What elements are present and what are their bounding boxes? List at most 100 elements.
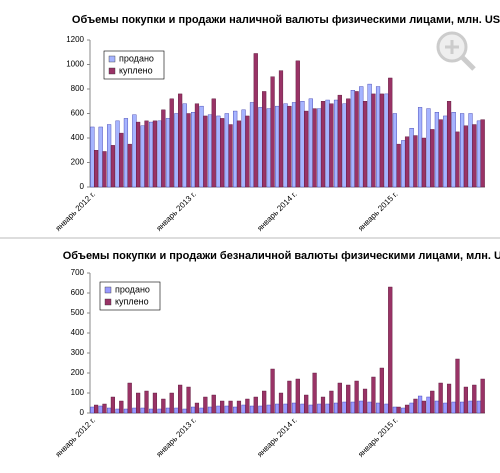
bar: [258, 107, 263, 188]
bar: [350, 90, 355, 188]
bar: [136, 392, 141, 414]
bar: [194, 103, 200, 188]
bar: [446, 383, 452, 414]
bar: [169, 98, 174, 188]
chart-title: Объемы покупки и продажи наличной валюты…: [72, 14, 500, 26]
bar: [216, 115, 221, 188]
y-tick-label: 600: [71, 109, 85, 118]
bar: [233, 406, 238, 414]
bar: [199, 105, 204, 188]
bar: [161, 398, 166, 414]
bar: [149, 408, 154, 414]
bar: [451, 112, 456, 188]
bar: [392, 113, 397, 188]
bar: [249, 102, 255, 188]
bar: [320, 101, 326, 188]
bar: [329, 390, 334, 414]
bar: [211, 98, 216, 188]
bar: [132, 407, 137, 414]
bar: [443, 402, 448, 414]
bar: [308, 404, 313, 414]
bar: [430, 390, 435, 414]
bar: [253, 396, 258, 414]
bar: [98, 126, 103, 188]
zoom-icon[interactable]: [436, 31, 476, 71]
bar: [409, 127, 414, 188]
bar: [258, 405, 263, 414]
bar: [379, 367, 384, 414]
bar: [438, 382, 443, 414]
bar: [350, 401, 355, 414]
bar: [161, 109, 166, 188]
bar: [174, 407, 179, 414]
bar: [325, 99, 330, 188]
bar: [413, 398, 418, 414]
bar: [354, 380, 359, 414]
bar: [123, 408, 129, 414]
bar: [224, 113, 229, 188]
bar: [186, 113, 191, 188]
bar: [102, 403, 107, 414]
legend-swatch: [104, 298, 112, 306]
bar: [463, 386, 468, 414]
bar: [476, 120, 481, 188]
bar: [178, 93, 183, 188]
bar: [287, 105, 292, 188]
bar: [132, 114, 137, 188]
bar: [333, 402, 339, 414]
bar: [262, 91, 267, 188]
bar: [426, 396, 431, 414]
bar: [123, 118, 129, 188]
bar: [362, 388, 368, 414]
bar: [110, 396, 115, 414]
legend-label: продано: [119, 53, 154, 63]
bar: [300, 101, 305, 188]
bar: [191, 406, 196, 414]
bar: [367, 401, 372, 414]
y-tick-label: 300: [71, 348, 85, 357]
y-tick-label: 400: [71, 328, 85, 337]
bar: [312, 108, 317, 188]
bar: [291, 402, 297, 414]
bar: [354, 91, 359, 188]
bar: [241, 109, 246, 188]
bar: [144, 390, 149, 414]
bar: [165, 118, 171, 188]
x-tick-label: январь 2012 г.: [54, 416, 97, 459]
bar: [468, 113, 473, 188]
bar: [136, 121, 141, 188]
bar: [463, 125, 468, 188]
bar: [94, 150, 99, 188]
bar: [359, 400, 364, 414]
bar: [157, 120, 162, 188]
bar: [157, 408, 162, 414]
x-tick-label: январь 2012 г.: [54, 190, 97, 233]
bar: [203, 115, 208, 188]
bar: [438, 119, 443, 188]
bar: [102, 151, 107, 188]
bar: [295, 60, 300, 188]
y-tick-label: 400: [71, 133, 85, 142]
bar: [401, 407, 406, 414]
bar: [375, 86, 381, 188]
x-tick-label: январь 2014 г.: [255, 416, 298, 459]
bar: [333, 99, 339, 188]
bar: [434, 400, 439, 414]
bar: [278, 70, 284, 188]
bar: [426, 108, 431, 188]
bar: [165, 407, 171, 414]
y-tick-label: 0: [80, 408, 85, 417]
legend-swatch: [108, 67, 116, 75]
bar: [236, 120, 242, 188]
bar: [367, 83, 372, 188]
bar: [379, 93, 384, 188]
bar: [317, 108, 322, 188]
bar: [404, 136, 410, 188]
bar: [460, 401, 465, 414]
bar: [115, 408, 120, 414]
bar: [94, 404, 99, 414]
bar: [291, 102, 297, 188]
bar: [182, 408, 187, 414]
legend-box: [103, 50, 165, 80]
